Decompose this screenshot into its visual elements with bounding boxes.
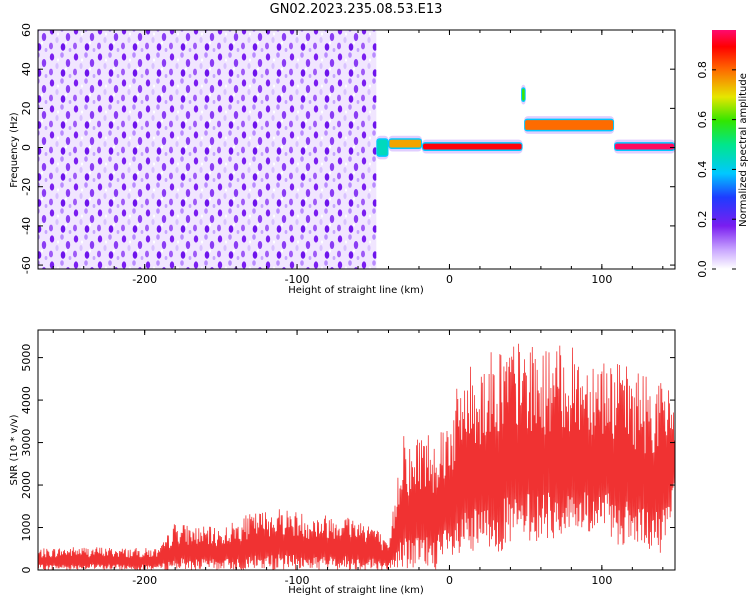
spectrogram-tonal-band <box>376 135 389 160</box>
snr-xtick-label: 100 <box>591 574 612 587</box>
spectrogram-band-core <box>389 139 422 148</box>
spectrogram-ytick-label: -60 <box>20 256 33 274</box>
snr-ytick-label: 2000 <box>20 471 33 499</box>
spectrogram-ytick-label: 60 <box>20 23 33 37</box>
snr-frame <box>37 329 676 571</box>
colorbar: 0.0 0.2 0.4 0.6 0.8 Normalized spectral ampl… <box>696 30 749 278</box>
snr-xtick-label: -200 <box>132 574 157 587</box>
spectrogram-band-core <box>525 120 614 130</box>
snr-xlabel: Height of straight line (km) <box>288 585 424 596</box>
colorbar-tick-label: 0.8 <box>696 61 709 79</box>
spectrogram-band-core <box>522 88 525 101</box>
snr-xtick-label: 0 <box>446 574 453 587</box>
spectrogram-ytick-label: -20 <box>20 178 33 196</box>
spectrogram-tonal-band <box>524 116 615 134</box>
spectrogram-tonal-band <box>614 139 675 154</box>
colorbar-tick-label: 0.2 <box>696 210 709 228</box>
colorbar-label: Normalized spectral amplitude <box>738 73 749 227</box>
snr-ytick-label: 5000 <box>20 344 33 372</box>
snr-xtick-label: -100 <box>285 574 310 587</box>
spectrogram-band-core <box>377 139 388 156</box>
spectrogram-tonal-band <box>422 139 523 154</box>
spectrogram-tonal-band <box>388 135 423 152</box>
spectrogram-plot-area <box>38 30 675 269</box>
chart-title: GN02.2023.235.08.53.E13 <box>270 2 443 17</box>
spectrogram-frame <box>37 29 676 270</box>
spectrogram-ytick-label: -40 <box>20 217 33 235</box>
colorbar-ticks: 0.0 0.2 0.4 0.6 0.8 <box>696 61 736 278</box>
colorbar-gradient <box>712 30 736 269</box>
spectrogram-band-core <box>615 143 674 150</box>
colorbar-tick-label: 0.0 <box>696 260 709 278</box>
spectrogram-xtick-label: 0 <box>446 273 453 286</box>
spectrogram-xlabel: Height of straight line (km) <box>288 285 424 296</box>
spectrogram-ylabel: Frequency (Hz) <box>9 112 20 188</box>
colorbar-tick-label: 0.4 <box>696 161 709 179</box>
snr-series-line <box>38 343 675 570</box>
spectrogram-xtick-label: -200 <box>132 273 157 286</box>
snr-ytick-label: 0 <box>20 567 33 574</box>
snr-ytick-label: 1000 <box>20 514 33 542</box>
spectrogram-xtick-label: 100 <box>591 273 612 286</box>
spectrogram-band-core <box>423 143 522 150</box>
colorbar-tick-label: 0.6 <box>696 111 709 129</box>
snr-ylabel: SNR (10 * v/v) <box>9 414 20 485</box>
spectrogram-ytick-label: 40 <box>20 62 33 76</box>
snr-plot-area <box>38 343 675 570</box>
spectrogram-ytick-label: 20 <box>20 101 33 115</box>
spectrogram-ytick-label: 0 <box>20 144 33 151</box>
spectrogram-tonal-band <box>521 84 526 105</box>
spectrogram-noise-region <box>38 30 377 269</box>
snr-ytick-label: 4000 <box>20 386 33 414</box>
snr-ytick-label: 3000 <box>20 429 33 457</box>
spectrogram-xtick-label: -100 <box>285 273 310 286</box>
